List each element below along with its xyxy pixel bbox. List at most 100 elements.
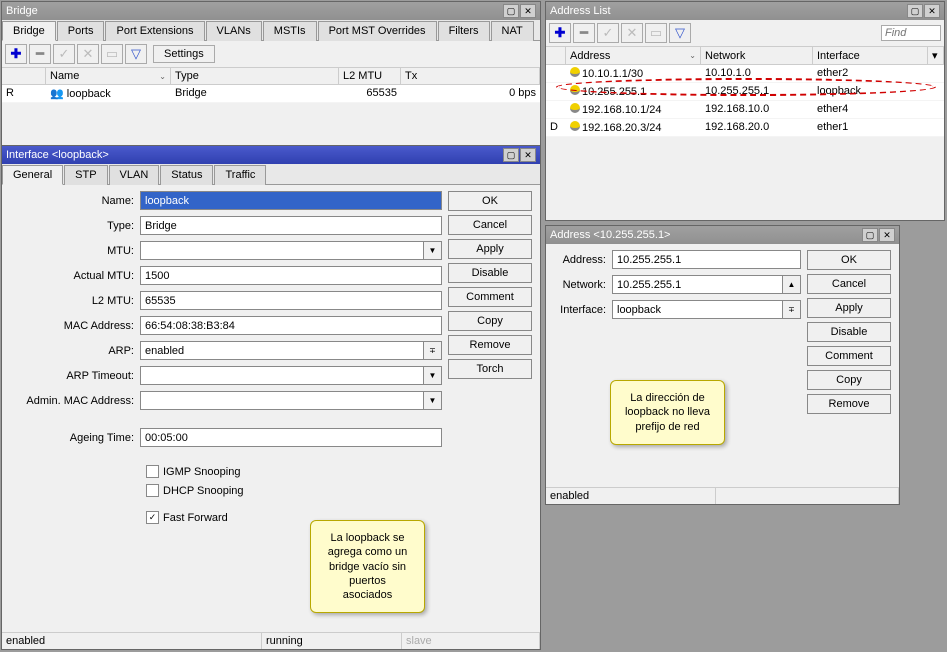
tab-filters[interactable]: Filters	[438, 21, 490, 41]
mac-field[interactable]	[140, 316, 442, 335]
chevron-up-icon[interactable]: ▲	[783, 275, 801, 294]
label-admin-mac: Admin. MAC Address:	[10, 395, 140, 407]
bridge-tabs: Bridge Ports Port Extensions VLANs MSTIs…	[2, 20, 540, 41]
tab-port-mst[interactable]: Port MST Overrides	[318, 21, 437, 41]
chevron-down-icon[interactable]: ▼	[424, 391, 442, 410]
tab-traffic[interactable]: Traffic	[214, 165, 266, 185]
disable-button[interactable]: Disable	[448, 263, 532, 283]
minimize-icon[interactable]: ▢	[862, 228, 878, 242]
remove-button[interactable]: ━	[573, 23, 595, 43]
remove-button[interactable]: Remove	[807, 394, 891, 414]
find-input[interactable]	[881, 25, 941, 41]
l2mtu-field[interactable]	[140, 291, 442, 310]
table-row[interactable]: 10.10.1.1/30 10.10.1.0 ether2	[546, 65, 944, 83]
label-arp-timeout: ARP Timeout:	[10, 370, 140, 382]
tab-port-extensions[interactable]: Port Extensions	[105, 21, 204, 41]
remove-button[interactable]: Remove	[448, 335, 532, 355]
label-network: Network:	[554, 279, 612, 291]
close-icon[interactable]: ✕	[924, 4, 940, 18]
comment-icon[interactable]: ▭	[101, 44, 123, 64]
copy-button[interactable]: Copy	[448, 311, 532, 331]
col-address[interactable]: Address⌄	[566, 47, 701, 64]
col-tx[interactable]: Tx	[401, 68, 540, 84]
apply-button[interactable]: Apply	[807, 298, 891, 318]
comment-button[interactable]: Comment	[448, 287, 532, 307]
enable-icon[interactable]: ✓	[53, 44, 75, 64]
table-row[interactable]: 192.168.10.1/24 192.168.10.0 ether4	[546, 101, 944, 119]
row-l2mtu: 65535	[339, 86, 401, 101]
table-row[interactable]: R 👥 loopback Bridge 65535 0 bps	[2, 85, 540, 103]
cancel-button[interactable]: Cancel	[448, 215, 532, 235]
cancel-button[interactable]: Cancel	[807, 274, 891, 294]
settings-button[interactable]: Settings	[153, 45, 215, 63]
actual-mtu-field[interactable]	[140, 266, 442, 285]
igmp-checkbox[interactable]	[146, 465, 159, 478]
ageing-field[interactable]	[140, 428, 442, 447]
tab-general[interactable]: General	[2, 165, 63, 185]
address-field[interactable]	[612, 250, 801, 269]
minimize-icon[interactable]: ▢	[503, 148, 519, 162]
close-icon[interactable]: ✕	[879, 228, 895, 242]
ok-button[interactable]: OK	[807, 250, 891, 270]
filter-icon[interactable]: ▽	[669, 23, 691, 43]
enable-icon[interactable]: ✓	[597, 23, 619, 43]
arp-timeout-field[interactable]	[140, 366, 424, 385]
tab-nat[interactable]: NAT	[491, 21, 534, 41]
col-interface[interactable]: Interface	[813, 47, 928, 64]
col-flag[interactable]	[2, 68, 46, 84]
fastfwd-checkbox[interactable]: ✓	[146, 511, 159, 524]
type-field[interactable]	[140, 216, 442, 235]
tab-mstis[interactable]: MSTIs	[263, 21, 317, 41]
table-row[interactable]: 10.255.255.1 10.255.255.1 loopback	[546, 83, 944, 101]
dropdown-icon[interactable]: ∓	[783, 300, 801, 319]
minimize-icon[interactable]: ▢	[907, 4, 923, 18]
tab-status[interactable]: Status	[160, 165, 213, 185]
bridge-title: Bridge	[6, 5, 38, 17]
bridge-titlebar[interactable]: Bridge ▢ ✕	[2, 2, 540, 20]
remove-button[interactable]: ━	[29, 44, 51, 64]
chevron-down-icon[interactable]: ▼	[424, 366, 442, 385]
table-row[interactable]: D 192.168.20.3/24 192.168.20.0 ether1	[546, 119, 944, 137]
admin-mac-field[interactable]	[140, 391, 424, 410]
col-l2mtu[interactable]: L2 MTU	[339, 68, 401, 84]
comment-icon[interactable]: ▭	[645, 23, 667, 43]
close-icon[interactable]: ✕	[520, 4, 536, 18]
interface-field[interactable]	[612, 300, 783, 319]
name-field[interactable]	[140, 191, 442, 210]
row-type: Bridge	[171, 86, 339, 101]
minimize-icon[interactable]: ▢	[503, 4, 519, 18]
apply-button[interactable]: Apply	[448, 239, 532, 259]
torch-button[interactable]: Torch	[448, 359, 532, 379]
network-field[interactable]	[612, 275, 783, 294]
disable-icon[interactable]: ✕	[77, 44, 99, 64]
copy-button[interactable]: Copy	[807, 370, 891, 390]
tab-ports[interactable]: Ports	[57, 21, 105, 41]
col-type[interactable]: Type	[171, 68, 339, 84]
disable-button[interactable]: Disable	[807, 322, 891, 342]
mtu-field[interactable]	[140, 241, 424, 260]
add-button[interactable]: ✚	[549, 23, 571, 43]
col-handle[interactable]: ▾	[928, 47, 944, 64]
tab-vlans[interactable]: VLANs	[206, 21, 262, 41]
dropdown-icon[interactable]: ∓	[424, 341, 442, 360]
tab-vlan[interactable]: VLAN	[109, 165, 160, 185]
col-flag[interactable]	[546, 47, 566, 64]
tab-stp[interactable]: STP	[64, 165, 107, 185]
addresslist-titlebar[interactable]: Address List ▢ ✕	[546, 2, 944, 20]
dhcp-checkbox[interactable]	[146, 484, 159, 497]
col-network[interactable]: Network	[701, 47, 813, 64]
arp-field[interactable]	[140, 341, 424, 360]
address-titlebar[interactable]: Address <10.255.255.1> ▢ ✕	[546, 226, 899, 244]
chevron-down-icon[interactable]: ▼	[424, 241, 442, 260]
ok-button[interactable]: OK	[448, 191, 532, 211]
col-name[interactable]: Name⌄	[46, 68, 171, 84]
label-address: Address:	[554, 254, 612, 266]
interface-titlebar[interactable]: Interface <loopback> ▢ ✕	[2, 146, 540, 164]
add-button[interactable]: ✚	[5, 44, 27, 64]
comment-button[interactable]: Comment	[807, 346, 891, 366]
tab-bridge[interactable]: Bridge	[2, 21, 56, 41]
close-icon[interactable]: ✕	[520, 148, 536, 162]
filter-icon[interactable]: ▽	[125, 44, 147, 64]
disable-icon[interactable]: ✕	[621, 23, 643, 43]
label-mac: MAC Address:	[10, 320, 140, 332]
